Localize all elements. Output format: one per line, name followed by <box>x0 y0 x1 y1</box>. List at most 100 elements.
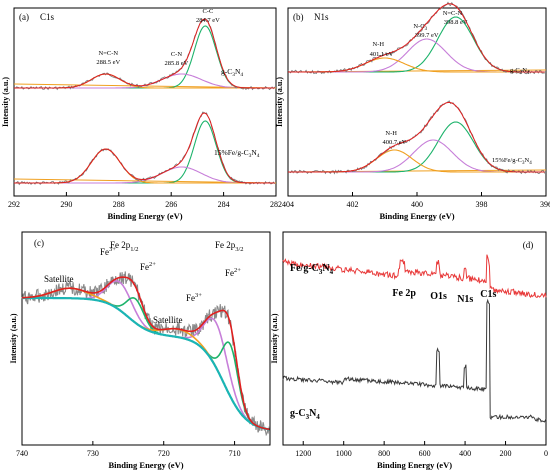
panel-tag: (b) <box>293 12 304 22</box>
fit-component <box>14 25 275 89</box>
fit-component <box>22 296 270 431</box>
fitted-envelope <box>288 3 545 73</box>
annotation-text: Fe <box>186 293 195 303</box>
annotation-text: Fe 2p <box>110 240 131 250</box>
sample-label-sub: 4 <box>240 72 243 78</box>
series-label-sub: 4 <box>316 413 320 421</box>
y-axis-label: Intensity (a.u.) <box>275 77 284 127</box>
annotation-sub: 3/2 <box>235 246 243 253</box>
x-tick-label: 284 <box>218 200 230 209</box>
x-tick-label: 398 <box>476 200 488 209</box>
y-axis-label: Intensity (a.u.) <box>270 313 279 363</box>
annotation: Fe2+ <box>140 261 156 272</box>
x-tick-label: 396 <box>540 200 550 209</box>
sample-label-sub: 4 <box>257 153 260 159</box>
sample-label-sub: 3 <box>522 161 525 166</box>
series-label-main: g-C <box>290 408 306 419</box>
x-tick-label: 1000 <box>336 449 352 458</box>
annotation-text: Fe <box>100 247 109 257</box>
sample-label-sub: 3 <box>232 72 235 78</box>
series-label: g-C3N4 <box>290 408 320 421</box>
panel-2: 740 730 720 710 Binding Energy (eV) Intensity… <box>9 231 271 470</box>
fit-component <box>288 121 545 173</box>
sample-label: 15%Fe/g-C3N4 <box>214 148 260 159</box>
sample-label-main: 15%Fe/g-C <box>214 148 249 157</box>
raw-spectrum <box>21 271 270 437</box>
plot-frame <box>13 7 277 197</box>
x-axis-label: Binding Energy (eV) <box>377 460 452 470</box>
sample-label-mid: N <box>522 67 527 74</box>
series-label-mid: N <box>309 408 317 419</box>
raw-spectrum <box>13 17 276 91</box>
series-line <box>282 298 547 423</box>
peak-value: 285.8 eV <box>165 60 189 67</box>
annotation-sup: 3+ <box>195 292 202 299</box>
peak-value: 288.5 eV <box>96 59 120 66</box>
sample-label: g-C3N4 <box>221 67 243 78</box>
annotation: Fe 2p1/2 <box>110 240 139 253</box>
peak-label: N=C-N <box>443 10 463 17</box>
peak-annotation: N1s <box>457 294 473 305</box>
sample-label-main: g-C <box>510 67 520 74</box>
peak-annotation: C1s <box>480 289 496 300</box>
panel-1: 404 402 400 398 396 Binding Energy (eV) Intens… <box>275 1 550 221</box>
x-axis-label: Binding Energy (eV) <box>107 211 182 221</box>
annotation: Fe3+ <box>100 246 116 257</box>
fitted-envelope <box>21 276 270 431</box>
x-tick-label: 400 <box>459 449 471 458</box>
peak-label: C-N <box>171 51 183 58</box>
x-tick-label: 288 <box>113 200 125 209</box>
sample-label: 15%Fe/g-C3N4 <box>492 157 532 166</box>
annotation-sub: 1/2 <box>130 246 138 253</box>
annotation-text: Fe <box>140 262 149 272</box>
fit-component <box>22 280 270 431</box>
peak-annotation: O1s <box>430 291 447 302</box>
fitted-envelope <box>14 112 275 184</box>
x-tick-label: 740 <box>16 449 28 458</box>
peak-value: 400.7 eV <box>383 139 407 146</box>
panel-tag: (d) <box>523 240 534 250</box>
annotation: Fe2+ <box>225 267 241 278</box>
x-axis-label: Binding Energy (eV) <box>379 211 454 221</box>
fitted-envelope <box>14 18 275 89</box>
sample-label-mid: N <box>235 67 241 76</box>
sample-label-mid: N <box>251 148 257 157</box>
x-tick-label: 600 <box>419 449 431 458</box>
peak-label: N-H <box>385 130 397 137</box>
x-tick-label: 730 <box>87 449 99 458</box>
fitted-envelope <box>288 101 545 173</box>
series-line <box>282 254 547 298</box>
series-label-sub: 4 <box>330 268 334 276</box>
panel-tag: (c) <box>34 238 44 248</box>
fit-component <box>21 287 270 431</box>
y-axis-label: Intensity (a.u.) <box>1 77 10 127</box>
x-tick-label: 720 <box>158 449 170 458</box>
peak-label: C-C <box>202 8 213 15</box>
sample-label-sub: 4 <box>529 161 532 166</box>
panel-tag: (a) <box>19 12 29 22</box>
peak-label-sub: 3 <box>425 27 428 32</box>
panel-title: N1s <box>314 12 329 22</box>
sample-label: g-C3N4 <box>510 67 530 76</box>
x-tick-label: 402 <box>347 200 359 209</box>
fit-component <box>14 166 275 184</box>
sample-label-sub: 4 <box>527 71 530 76</box>
sample-label-main: 15%Fe/g-C <box>492 157 522 164</box>
sample-label-main: g-C <box>221 67 232 76</box>
series-label-sub: 3 <box>319 268 323 276</box>
x-tick-label: 286 <box>165 200 177 209</box>
x-tick-label: 290 <box>60 200 72 209</box>
series-label-mid: N <box>322 263 330 274</box>
panel-3: 1200 1000 800 600 400 200 0 Binding Energy (eV)… <box>270 231 548 470</box>
peak-value: 284.7 eV <box>196 17 220 24</box>
panel-title: C1s <box>40 12 55 22</box>
sample-label-sub: 3 <box>249 153 252 159</box>
x-tick-label: 282 <box>270 200 282 209</box>
series-label: Fe/g-C3N4 <box>290 263 334 276</box>
x-axis-label: Binding Energy (eV) <box>108 460 183 470</box>
plot-frame <box>282 231 547 446</box>
peak-value: 401.1 eV <box>370 51 394 58</box>
annotation-text: Satellite <box>44 274 74 284</box>
peak-label-main: N-C <box>413 23 424 30</box>
